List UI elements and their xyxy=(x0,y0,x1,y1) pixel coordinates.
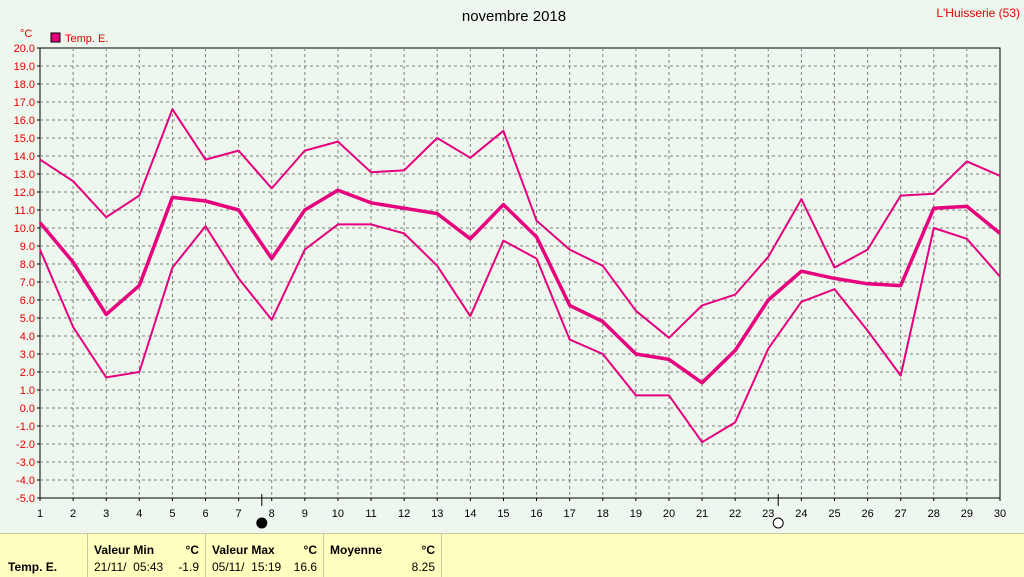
y-tick-label: 6.0 xyxy=(20,295,35,307)
x-tick-label: 22 xyxy=(729,508,741,520)
x-tick-label: 27 xyxy=(895,508,907,520)
x-tick-label: 24 xyxy=(795,508,807,520)
new-moon-icon xyxy=(772,517,784,529)
footer-mean-cell: Moyenne °C 8.25 xyxy=(324,534,442,577)
y-tick-label: 8.0 xyxy=(20,259,35,271)
y-tick-label: 14.0 xyxy=(14,151,35,163)
full-moon-icon xyxy=(256,517,268,529)
max-heading: Valeur Max xyxy=(212,543,275,557)
y-tick-label: 7.0 xyxy=(20,277,35,289)
x-tick-label: 18 xyxy=(597,508,609,520)
y-tick-label: 1.0 xyxy=(20,385,35,397)
y-tick-label: -2.0 xyxy=(16,439,35,451)
x-tick-label: 25 xyxy=(828,508,840,520)
footer-series-label: Temp. E. xyxy=(8,560,58,574)
y-tick-label: 9.0 xyxy=(20,241,35,253)
y-tick-label: 2.0 xyxy=(20,367,35,379)
max-value: 16.6 xyxy=(293,560,317,574)
y-tick-label: 12.0 xyxy=(14,187,35,199)
min-datetime: 21/11/ 05:43 xyxy=(94,560,164,574)
legend-label: Temp. E. xyxy=(65,33,108,45)
x-tick-label: 3 xyxy=(103,508,109,520)
y-unit-label: °C xyxy=(20,28,32,40)
x-tick-label: 10 xyxy=(332,508,344,520)
max-unit: °C xyxy=(303,543,317,557)
stats-footer: Temp. E. Valeur Min °C 21/11/ 05:43 -1.9… xyxy=(0,533,1024,577)
y-tick-label: 17.0 xyxy=(14,97,35,109)
x-tick-label: 12 xyxy=(398,508,410,520)
y-tick-label: 10.0 xyxy=(14,223,35,235)
grid-lines xyxy=(39,47,1001,499)
plot-frame xyxy=(39,47,1001,499)
x-tick-label: 9 xyxy=(302,508,308,520)
y-tick-label: 0.0 xyxy=(20,403,35,415)
x-tick-label: 19 xyxy=(630,508,642,520)
chart-title: novembre 2018 xyxy=(462,8,566,25)
x-tick-label: 8 xyxy=(269,508,275,520)
x-tick-label: 15 xyxy=(497,508,509,520)
footer-max-cell: Valeur Max °C 05/11/ 15:19 16.6 xyxy=(206,534,324,577)
mean-unit: °C xyxy=(421,543,435,557)
x-tick-label: 7 xyxy=(236,508,242,520)
x-tick-label: 5 xyxy=(169,508,175,520)
x-tick-label: 26 xyxy=(861,508,873,520)
y-tick-label: -1.0 xyxy=(16,421,35,433)
footer-series-cell: Temp. E. xyxy=(0,534,88,577)
series-line-max xyxy=(39,108,1001,339)
y-tick-label: 20.0 xyxy=(14,43,35,55)
temperature-chart: novembre 2018 L'Huisserie (53) °C Temp. … xyxy=(14,6,1020,529)
x-tick-label: 21 xyxy=(696,508,708,520)
max-datetime: 05/11/ 15:19 xyxy=(212,560,282,574)
y-tick-label: -5.0 xyxy=(16,493,35,505)
min-value: -1.9 xyxy=(178,560,199,574)
x-tick-label: 23 xyxy=(762,508,774,520)
x-tick-label: 29 xyxy=(961,508,973,520)
series-line-min xyxy=(39,223,1001,444)
series-line-mean xyxy=(38,188,1002,385)
y-tick-label: 13.0 xyxy=(14,169,35,181)
y-tick-label: -4.0 xyxy=(16,475,35,487)
x-tick-label: 14 xyxy=(464,508,476,520)
series-lines xyxy=(38,108,1002,444)
mean-heading: Moyenne xyxy=(330,543,383,557)
min-heading: Valeur Min xyxy=(94,543,155,557)
x-tick-label: 6 xyxy=(202,508,208,520)
min-unit: °C xyxy=(185,543,199,557)
y-tick-label: 15.0 xyxy=(14,133,35,145)
mean-value: 8.25 xyxy=(411,560,435,574)
x-tick-label: 2 xyxy=(70,508,76,520)
x-tick-label: 17 xyxy=(564,508,576,520)
x-tick-label: 4 xyxy=(136,508,142,520)
y-tick-label: 16.0 xyxy=(14,115,35,127)
x-axis-ticks: 1 2 3 4 5 6 7 8 9 10 11 12 13 14 15 16 17 18 19 20 21 22 23 24 2… xyxy=(37,498,1006,520)
y-tick-label: 5.0 xyxy=(20,313,35,325)
y-tick-label: 3.0 xyxy=(20,349,35,361)
legend-swatch xyxy=(50,32,61,43)
x-tick-label: 11 xyxy=(365,508,376,520)
y-tick-label: 11.0 xyxy=(14,205,35,217)
footer-min-cell: Valeur Min °C 21/11/ 05:43 -1.9 xyxy=(88,534,206,577)
x-tick-label: 28 xyxy=(928,508,940,520)
x-tick-label: 13 xyxy=(431,508,443,520)
station-name: L'Huisserie (53) xyxy=(936,6,1020,20)
x-tick-label: 30 xyxy=(994,508,1006,520)
x-tick-label: 1 xyxy=(37,508,43,520)
y-tick-label: 19.0 xyxy=(14,61,35,73)
y-axis-ticks: -5.0 -4.0 -3.0 -2.0 -1.0 0.0 1.0 2.0 3.0 4.0 5.0 6.… xyxy=(14,43,40,505)
y-tick-label: 18.0 xyxy=(14,79,35,91)
x-tick-label: 16 xyxy=(530,508,542,520)
x-tick-label: 20 xyxy=(663,508,675,520)
y-tick-label: -3.0 xyxy=(16,457,35,469)
y-tick-label: 4.0 xyxy=(20,331,35,343)
moon-markers xyxy=(256,494,784,529)
